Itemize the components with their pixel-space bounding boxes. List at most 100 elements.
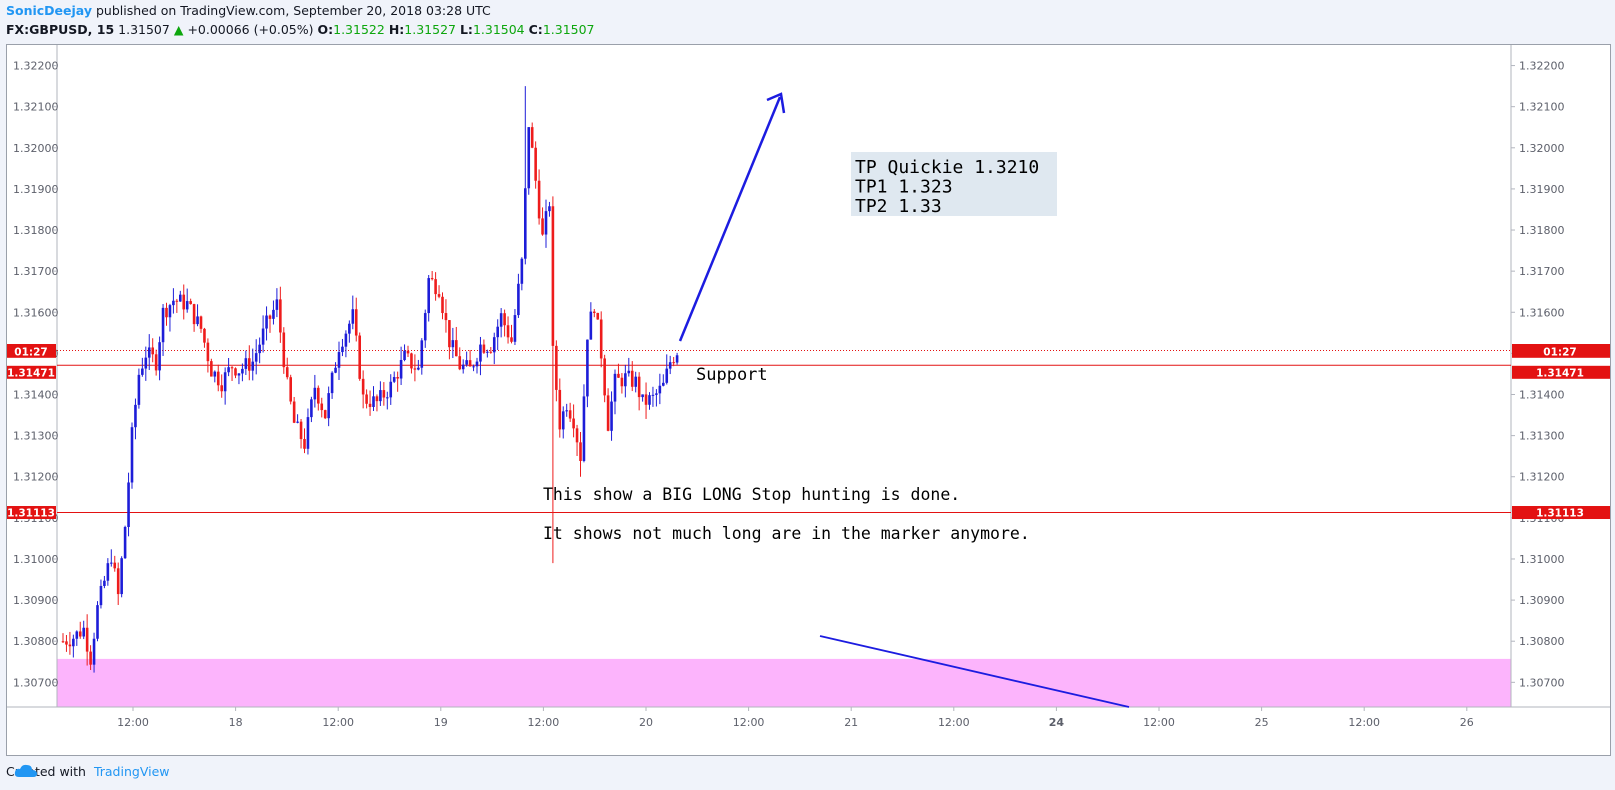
author-link[interactable]: SonicDeejay [6, 3, 92, 18]
candle [296, 414, 299, 424]
candle [537, 169, 541, 225]
candle [451, 327, 455, 359]
candle-body [99, 585, 103, 606]
candle [558, 378, 562, 438]
publish-line: published on TradingView.com, September … [95, 3, 491, 18]
candle-body [151, 347, 154, 355]
candle-body [323, 410, 327, 419]
candle [423, 309, 427, 348]
candle [113, 555, 117, 572]
candle [475, 357, 479, 374]
candle [89, 645, 92, 670]
candle-body [527, 127, 531, 189]
chart-frame[interactable]: 1.32200 1.32200 1.32100 1.32100 1.32000 1.320… [6, 44, 1611, 756]
candle [320, 397, 324, 418]
candle [530, 122, 534, 149]
candle [648, 392, 651, 410]
candle-body [354, 309, 358, 336]
candle-body [482, 344, 486, 353]
candle [489, 347, 493, 354]
candle-body [593, 311, 596, 313]
candle-body [113, 562, 117, 569]
candle [78, 621, 82, 639]
candle-body [341, 346, 344, 353]
symbol-label[interactable]: FX:GBPUSD, 15 [6, 22, 115, 37]
candle [306, 408, 310, 455]
candle-body [272, 309, 275, 319]
candle [668, 355, 672, 375]
candle-body [172, 300, 175, 306]
candle [458, 347, 462, 371]
candle [510, 324, 513, 344]
candle-body [244, 358, 248, 369]
candle-body [137, 374, 141, 405]
candle [251, 348, 255, 381]
candle-body [420, 340, 424, 368]
candle [272, 300, 275, 325]
candle [358, 332, 361, 381]
candle [479, 336, 482, 376]
candle [103, 575, 106, 589]
candle [461, 359, 465, 374]
candle [75, 630, 79, 646]
high-label: H: [388, 22, 405, 37]
candle-body [468, 360, 472, 367]
candle-body [317, 387, 320, 404]
high-value: 1.31527 [404, 22, 456, 37]
candle-body [189, 301, 192, 305]
candle [182, 284, 186, 320]
candle-body [210, 361, 213, 377]
candle-body [517, 283, 520, 316]
candle-body [603, 358, 606, 396]
candle-body [123, 526, 127, 559]
candle-body [306, 417, 310, 449]
candle-body [127, 482, 130, 527]
candle-body [399, 359, 403, 379]
candle [303, 428, 306, 454]
candle-body [120, 558, 123, 595]
candle-body [161, 307, 165, 343]
candles [61, 86, 679, 673]
candle-body [427, 278, 430, 314]
tradingview-cloud-icon [14, 764, 37, 777]
x-tick-label: 12:00 [938, 716, 970, 729]
candle-body [548, 206, 551, 212]
candle [144, 346, 148, 381]
candle-body [61, 641, 65, 643]
candle [137, 368, 141, 409]
candle-body [458, 356, 462, 370]
candle-body [589, 311, 593, 340]
candle-body [248, 358, 251, 371]
candle-body [506, 325, 510, 338]
x-tick-label: 18 [229, 716, 243, 729]
price-tag-label-left: 01:27 [14, 346, 47, 358]
price-tag-label-right: 1.31471 [1536, 367, 1584, 379]
candle [575, 424, 579, 456]
candle [120, 556, 123, 598]
candle-body [192, 304, 196, 325]
candle-body [579, 442, 582, 461]
tp-note-line: TP2 1.33 [855, 196, 942, 217]
candle [151, 338, 154, 363]
stop-hunt-note: This show a BIG LONG Stop hunting is don… [543, 485, 960, 504]
candle [468, 349, 472, 367]
tradingview-brand-link[interactable]: TradingView [93, 764, 170, 779]
last-price: 1.31507 [118, 22, 170, 37]
candle-body [672, 362, 675, 364]
y-tick-label-left: 1.32100 [13, 101, 59, 114]
candle-body [199, 316, 203, 329]
price-chart[interactable]: 1.32200 1.32200 1.32100 1.32100 1.32000 1.320… [7, 45, 1610, 755]
candle-body [475, 361, 479, 367]
candle [348, 320, 351, 343]
y-tick-label-left: 1.31900 [13, 183, 59, 196]
candle [655, 389, 658, 407]
candle-body [179, 294, 182, 302]
candle-body [285, 367, 289, 378]
candle-body [289, 377, 292, 402]
candle-body [599, 319, 603, 359]
candle-body [282, 332, 286, 368]
candle-body [168, 305, 172, 318]
candle [375, 394, 379, 412]
candle [330, 371, 334, 399]
candle [617, 363, 620, 378]
